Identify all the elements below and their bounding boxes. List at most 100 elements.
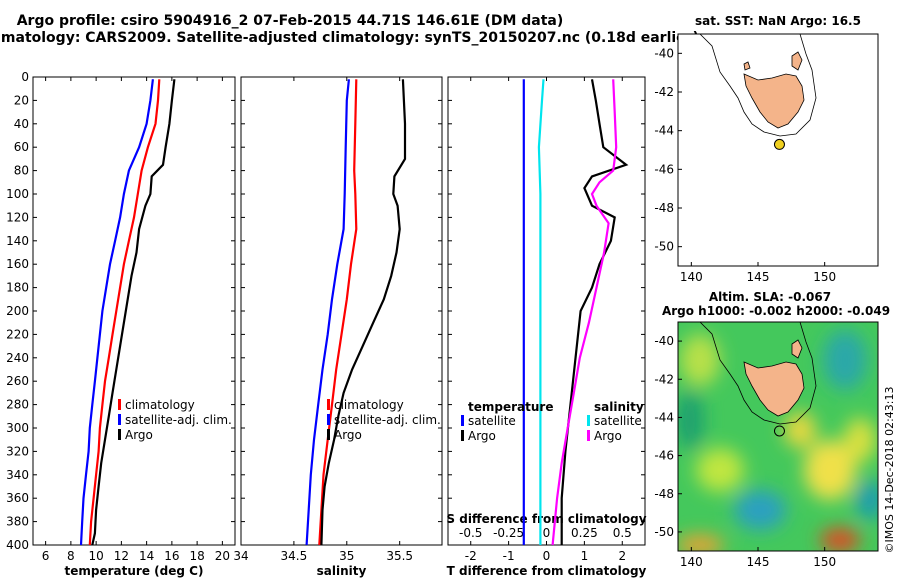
sst-map-axes: 140 145 150 -40 -42 -44 -46 -48 -50 (654, 46, 836, 284)
map-y-tick-label: -46 (654, 449, 674, 463)
series-line-satellite-adj-clim- (79, 79, 154, 546)
x-tick-label: 14 (139, 549, 154, 563)
legend-swatch (327, 429, 330, 440)
legend-label: climatology (125, 398, 195, 412)
x-tick-label: 20 (215, 549, 230, 563)
depth-tick-label: 320 (6, 444, 29, 458)
depth-tick-label: 200 (6, 304, 29, 318)
legend-label: Argo (125, 428, 153, 442)
tasmania-land (743, 73, 805, 129)
depth-tick-label: 20 (14, 93, 29, 107)
flinders-island (791, 51, 803, 71)
sla-map: Altim. SLA: -0.067 Argo h1000: -0.002 h2… (654, 290, 890, 569)
map-y-tick-label: -40 (654, 334, 674, 348)
x-tick-label: 0 (543, 549, 551, 563)
x-tick-label: 1 (581, 549, 589, 563)
legend-label: satellite-adj. clim. (125, 413, 232, 427)
legend-label: Argo (594, 429, 622, 443)
depth-tick-label: 180 (6, 281, 29, 295)
series-line-argo (91, 79, 176, 546)
map-y-tick-label: -44 (654, 124, 674, 138)
map-x-tick-label: 140 (680, 555, 703, 569)
legend-label: satellite (594, 414, 642, 428)
x-tick-label: -1 (503, 549, 515, 563)
sla-argo-position-marker (773, 425, 785, 437)
sla-bathymetry-contour (699, 322, 817, 425)
x-axis-label: T difference from climatology (447, 564, 647, 578)
map-y-tick-label: -50 (654, 240, 674, 254)
x2-tick-label: -0.5 (459, 526, 482, 540)
x2-axis-label: S difference from climatology (446, 512, 646, 526)
legend-swatch (327, 399, 330, 410)
legend-title-temperature: temperature (468, 400, 553, 414)
x2-tick-label: 0.25 (571, 526, 598, 540)
legend-label: climatology (334, 398, 404, 412)
depth-tick-label: 40 (14, 117, 29, 131)
sst-map-title: sat. SST: NaN Argo: 16.5 (695, 14, 861, 28)
series-line-s-satellite (537, 79, 545, 545)
legend-swatch (118, 399, 121, 410)
series-line-s-argo (551, 79, 618, 546)
argo-position-marker (773, 138, 785, 150)
legend-label: Argo (334, 428, 362, 442)
x-tick-label: 2 (618, 549, 626, 563)
map-y-tick-label: -42 (654, 372, 674, 386)
sla-map-axes: 140 145 150 -40 -42 -44 -46 -48 -50 (654, 334, 836, 569)
sla-map-frame (677, 321, 879, 552)
x-tick-label: 6 (42, 549, 50, 563)
imos-credit: ©IMOS 14-Dec-2018 02:43:13 (883, 387, 896, 554)
map-x-tick-label: 145 (747, 555, 770, 569)
x-tick-label: 16 (164, 549, 179, 563)
map-y-tick-label: -42 (654, 85, 674, 99)
map-y-tick-label: -40 (654, 46, 674, 60)
map-y-tick-label: -50 (654, 525, 674, 539)
series-line-argo (320, 79, 407, 546)
salinity-frame (240, 76, 443, 546)
legend-title-salinity: salinity (594, 400, 644, 414)
depth-tick-label: 140 (6, 234, 29, 248)
x-tick-label: 18 (189, 549, 204, 563)
depth-tick-label: 100 (6, 187, 29, 201)
x2-tick-label: -0.25 (493, 526, 524, 540)
legend-swatch (587, 415, 590, 426)
legend-swatch (327, 414, 330, 425)
map-x-tick-label: 150 (813, 555, 836, 569)
series-line-satellite-adj-clim- (305, 79, 350, 546)
depth-tick-label: 360 (6, 491, 29, 505)
title-line-2: Climatology: CARS2009. Satellite-adjuste… (0, 30, 699, 46)
legend-swatch (118, 414, 121, 425)
map-x-tick-label: 150 (813, 270, 836, 284)
legend-swatch (118, 429, 121, 440)
x-axis-label: temperature (deg C) (65, 564, 204, 578)
depth-tick-label: 0 (21, 70, 29, 84)
legend-swatch (587, 430, 590, 441)
x-tick-label: 10 (88, 549, 103, 563)
map-y-tick-label: -46 (654, 162, 674, 176)
sst-map: sat. SST: NaN Argo: 16.5 140 145 150 -40 -42… (654, 14, 879, 284)
sst-bathymetry-contour (699, 34, 817, 137)
temperature-frame (32, 76, 236, 546)
map-x-tick-label: 140 (680, 270, 703, 284)
difference-panel: -2 -1 0 1 2T difference from climatology -0.5… (446, 76, 647, 578)
sla-map-subtitle: Argo h1000: -0.002 h2000: -0.049 (662, 304, 890, 318)
x-tick-label: -2 (465, 549, 477, 563)
depth-tick-label: 400 (6, 538, 29, 552)
sla-map-title: Altim. SLA: -0.067 (709, 290, 831, 304)
legend-label: satellite (468, 414, 516, 428)
map-y-tick-label: -48 (654, 201, 674, 215)
x-tick-label: 34 (233, 549, 248, 563)
map-x-tick-label: 145 (747, 270, 770, 284)
temperature-panel: 0 20 40 60 80 100 120 140 160 180 200 220 240 260 280 3… (6, 70, 236, 578)
x-tick-label: 34.5 (281, 549, 308, 563)
salinity-panel: 34 34.5 35 35.5 salinity climatologysatellite… (233, 76, 443, 578)
depth-tick-label: 240 (6, 351, 29, 365)
depth-tick-label: 120 (6, 210, 29, 224)
x-tick-label: 35.5 (386, 549, 413, 563)
map-y-tick-label: -44 (654, 410, 674, 424)
king-island (743, 61, 751, 71)
series-line-climatology (88, 79, 161, 546)
legend-label: Argo (468, 429, 496, 443)
sst-map-frame (677, 33, 879, 267)
depth-tick-label: 220 (6, 327, 29, 341)
x-tick-label: 8 (67, 549, 75, 563)
